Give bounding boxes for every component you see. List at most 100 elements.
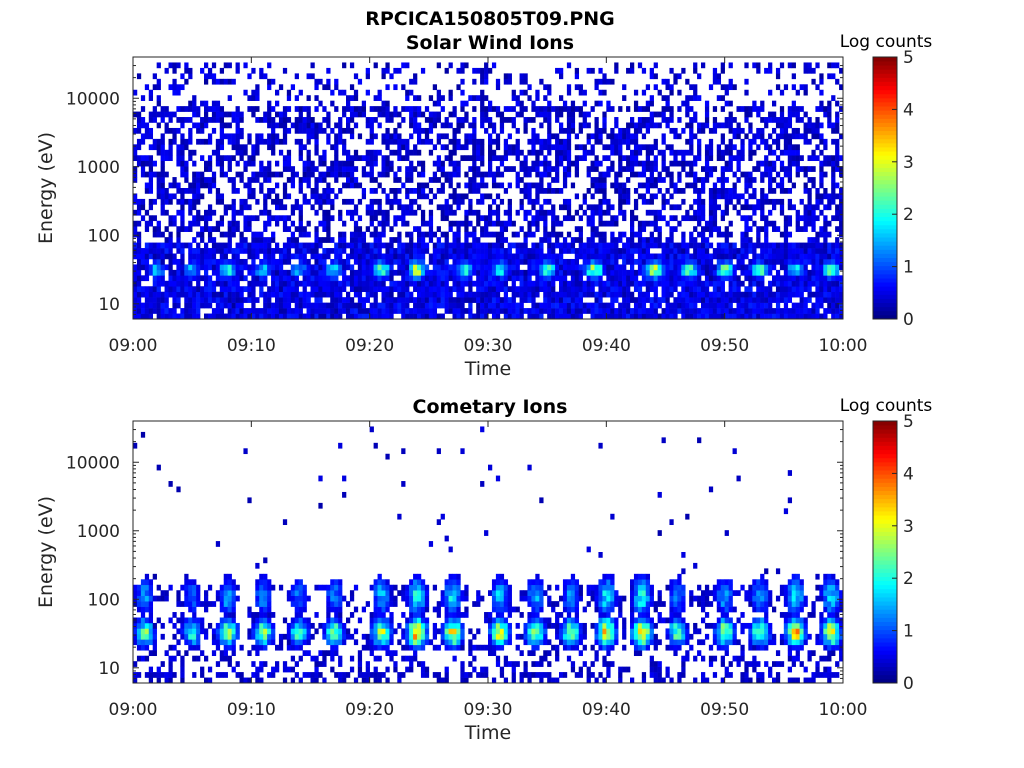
heatmap-cell bbox=[641, 182, 647, 189]
heatmap-cell bbox=[156, 84, 161, 91]
heatmap-cell bbox=[223, 155, 228, 162]
heatmap-cell bbox=[665, 171, 670, 178]
heatmap-cell bbox=[397, 138, 402, 145]
heatmap-cell bbox=[164, 297, 169, 303]
heatmap-cell bbox=[282, 133, 288, 140]
heatmap-cell bbox=[495, 231, 501, 238]
heatmap-cell bbox=[377, 308, 382, 314]
heatmap-cell bbox=[768, 209, 773, 216]
heatmap-cell bbox=[271, 302, 276, 309]
heatmap-cell bbox=[539, 182, 544, 189]
heatmap-cell bbox=[413, 269, 418, 276]
heatmap-cell bbox=[708, 198, 714, 205]
heatmap-cell bbox=[488, 106, 493, 112]
heatmap-cell bbox=[357, 182, 363, 189]
heatmap-cell bbox=[136, 291, 142, 298]
heatmap-cell bbox=[590, 286, 595, 293]
heatmap-cell bbox=[405, 89, 410, 96]
heatmap-cell bbox=[192, 291, 197, 298]
heatmap-cell bbox=[444, 237, 449, 243]
heatmap-cell bbox=[444, 171, 449, 178]
heatmap-cell bbox=[614, 291, 619, 298]
heatmap-cell bbox=[223, 313, 228, 320]
heatmap-cell bbox=[334, 155, 339, 162]
heatmap-cell bbox=[574, 106, 580, 112]
heatmap-cell bbox=[523, 193, 528, 200]
heatmap-cell bbox=[653, 160, 658, 167]
heatmap-cell bbox=[148, 313, 154, 320]
heatmap-cell bbox=[476, 237, 481, 243]
heatmap-cell bbox=[507, 269, 512, 276]
heatmap-cell bbox=[606, 280, 611, 287]
heatmap-cell bbox=[803, 226, 808, 232]
heatmap-cell bbox=[409, 269, 414, 276]
heatmap-cell bbox=[574, 84, 580, 91]
heatmap-cell bbox=[543, 111, 548, 118]
heatmap-cell bbox=[744, 89, 749, 96]
heatmap-cell bbox=[180, 144, 185, 151]
heatmap-cell bbox=[515, 149, 520, 156]
heatmap-cell bbox=[547, 209, 552, 216]
heatmap-cell bbox=[207, 133, 213, 140]
heatmap-cell bbox=[334, 253, 339, 260]
heatmap-cell bbox=[247, 264, 252, 271]
heatmap-cell bbox=[677, 117, 682, 123]
heatmap-cell bbox=[630, 133, 635, 140]
heatmap-cell bbox=[661, 313, 666, 320]
heatmap-cell bbox=[791, 280, 796, 287]
heatmap-cell bbox=[606, 258, 611, 265]
heatmap-cell bbox=[156, 122, 161, 129]
heatmap-cell bbox=[519, 253, 524, 260]
heatmap-cell bbox=[559, 313, 564, 320]
heatmap-cell bbox=[235, 144, 240, 151]
heatmap-cell bbox=[740, 138, 745, 145]
heatmap-cell bbox=[282, 280, 288, 287]
heatmap-cell bbox=[791, 286, 796, 293]
heatmap-cell bbox=[594, 188, 599, 194]
heatmap-cell bbox=[708, 84, 714, 91]
heatmap-cell bbox=[523, 209, 528, 216]
heatmap-cell bbox=[204, 275, 209, 282]
heatmap-cell bbox=[594, 133, 599, 140]
heatmap-cell bbox=[164, 291, 169, 298]
heatmap-cell bbox=[298, 122, 303, 129]
heatmap-cell bbox=[381, 308, 386, 314]
heatmap-cell bbox=[507, 166, 512, 172]
heatmap-cell bbox=[503, 237, 509, 243]
heatmap-cell bbox=[559, 220, 564, 227]
heatmap-cell bbox=[653, 291, 658, 298]
heatmap-cell bbox=[724, 242, 729, 249]
heatmap-cell bbox=[188, 198, 193, 205]
heatmap-cell bbox=[349, 84, 355, 91]
heatmap-cell bbox=[551, 286, 556, 293]
heatmap-cell bbox=[428, 111, 434, 118]
heatmap-cell bbox=[164, 209, 169, 216]
heatmap-cell bbox=[697, 297, 702, 303]
heatmap-cell bbox=[444, 242, 449, 249]
heatmap-cell bbox=[302, 264, 307, 271]
heatmap-cell bbox=[499, 117, 505, 123]
heatmap-cell bbox=[669, 171, 674, 178]
heatmap-cell bbox=[582, 209, 587, 216]
heatmap-cell bbox=[551, 220, 556, 227]
heatmap-cell bbox=[219, 313, 225, 320]
heatmap-cell bbox=[349, 160, 355, 167]
heatmap-cell bbox=[346, 155, 351, 162]
heatmap-cell bbox=[787, 188, 793, 194]
heatmap-cell bbox=[480, 280, 485, 287]
heatmap-cell bbox=[460, 220, 465, 227]
heatmap-cell bbox=[271, 308, 276, 314]
heatmap-cell bbox=[630, 258, 635, 265]
heatmap-cell bbox=[420, 182, 426, 189]
heatmap-cell bbox=[744, 297, 749, 303]
heatmap-cell bbox=[716, 95, 722, 101]
heatmap-cell bbox=[389, 248, 394, 254]
heatmap-cell bbox=[377, 198, 382, 205]
heatmap-cell bbox=[697, 264, 702, 271]
heatmap-cell bbox=[697, 193, 702, 200]
heatmap-cell bbox=[803, 171, 808, 178]
heatmap-cell bbox=[409, 248, 414, 254]
heatmap-cell bbox=[807, 198, 812, 205]
heatmap-cell bbox=[357, 258, 363, 265]
heatmap-cell bbox=[622, 127, 627, 134]
